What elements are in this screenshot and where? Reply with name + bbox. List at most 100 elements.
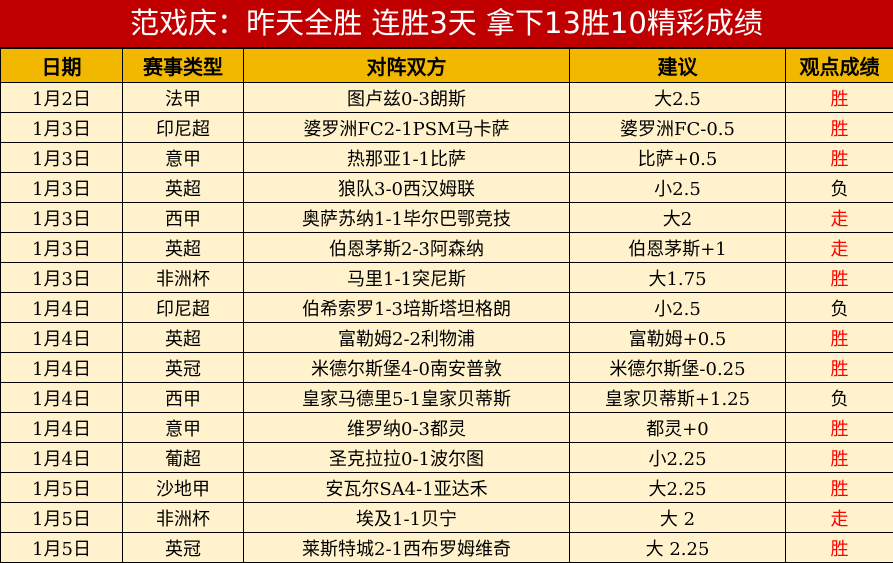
league-cell: 英超	[123, 323, 244, 353]
match-cell: 莱斯特城2-1西布罗姆维奇	[244, 533, 570, 563]
header-league: 赛事类型	[123, 49, 244, 83]
league-cell: 葡超	[123, 443, 244, 473]
result-cell: 胜	[786, 413, 893, 443]
tip-cell: 大1.75	[570, 263, 786, 293]
date-cell: 1月4日	[1, 323, 123, 353]
header-match: 对阵双方	[244, 49, 570, 83]
header-result: 观点成绩	[786, 49, 893, 83]
match-cell: 安瓦尔SA4-1亚达禾	[244, 473, 570, 503]
date-cell: 1月4日	[1, 413, 123, 443]
league-cell: 西甲	[123, 203, 244, 233]
match-cell: 伯恩茅斯2-3阿森纳	[244, 233, 570, 263]
header-date: 日期	[1, 49, 123, 83]
tip-cell: 米德尔斯堡-0.25	[570, 353, 786, 383]
result-cell: 胜	[786, 533, 893, 563]
tip-cell: 伯恩茅斯+1	[570, 233, 786, 263]
match-cell: 埃及1-1贝宁	[244, 503, 570, 533]
tip-cell: 皇家贝蒂斯+1.25	[570, 383, 786, 413]
league-cell: 意甲	[123, 143, 244, 173]
tip-cell: 都灵+0	[570, 413, 786, 443]
header-tip: 建议	[570, 49, 786, 83]
tip-cell: 小2.5	[570, 173, 786, 203]
date-cell: 1月3日	[1, 233, 123, 263]
league-cell: 非洲杯	[123, 503, 244, 533]
page-title: 范戏庆：昨天全胜 连胜3天 拿下13胜10精彩成绩	[0, 0, 893, 48]
league-cell: 英超	[123, 173, 244, 203]
league-cell: 英冠	[123, 533, 244, 563]
date-cell: 1月3日	[1, 263, 123, 293]
league-cell: 意甲	[123, 413, 244, 443]
match-cell: 婆罗洲FC2-1PSM马卡萨	[244, 113, 570, 143]
table-header: 日期 赛事类型 对阵双方 建议 观点成绩	[1, 49, 893, 83]
tip-cell: 小2.25	[570, 443, 786, 473]
result-cell: 负	[786, 173, 893, 203]
date-cell: 1月2日	[1, 83, 123, 113]
date-cell: 1月3日	[1, 143, 123, 173]
date-cell: 1月4日	[1, 383, 123, 413]
result-cell: 负	[786, 383, 893, 413]
tip-cell: 大2.25	[570, 473, 786, 503]
league-cell: 英超	[123, 233, 244, 263]
match-cell: 狼队3-0西汉姆联	[244, 173, 570, 203]
league-cell: 沙地甲	[123, 473, 244, 503]
match-cell: 圣克拉拉0-1波尔图	[244, 443, 570, 473]
result-cell: 胜	[786, 323, 893, 353]
date-cell: 1月5日	[1, 503, 123, 533]
tip-cell: 大 2.25	[570, 533, 786, 563]
result-cell: 胜	[786, 263, 893, 293]
tip-cell: 婆罗洲FC-0.5	[570, 113, 786, 143]
match-cell: 皇家马德里5-1皇家贝蒂斯	[244, 383, 570, 413]
date-cell: 1月5日	[1, 473, 123, 503]
match-cell: 米德尔斯堡4-0南安普敦	[244, 353, 570, 383]
league-cell: 西甲	[123, 383, 244, 413]
tip-cell: 小2.5	[570, 293, 786, 323]
date-cell: 1月3日	[1, 113, 123, 143]
tip-cell: 大2	[570, 203, 786, 233]
match-cell: 维罗纳0-3都灵	[244, 413, 570, 443]
match-cell: 奥萨苏纳1-1毕尔巴鄂竞技	[244, 203, 570, 233]
result-cell: 走	[786, 203, 893, 233]
league-cell: 英冠	[123, 353, 244, 383]
date-cell: 1月5日	[1, 533, 123, 563]
result-cell: 胜	[786, 83, 893, 113]
date-cell: 1月3日	[1, 173, 123, 203]
match-cell: 马里1-1突尼斯	[244, 263, 570, 293]
league-cell: 法甲	[123, 83, 244, 113]
date-cell: 1月4日	[1, 353, 123, 383]
tip-cell: 大 2	[570, 503, 786, 533]
result-cell: 胜	[786, 353, 893, 383]
tip-cell: 富勒姆+0.5	[570, 323, 786, 353]
result-cell: 负	[786, 293, 893, 323]
league-cell: 印尼超	[123, 113, 244, 143]
match-cell: 富勒姆2-2利物浦	[244, 323, 570, 353]
result-cell: 胜	[786, 143, 893, 173]
date-cell: 1月4日	[1, 443, 123, 473]
tip-cell: 大2.5	[570, 83, 786, 113]
result-cell: 胜	[786, 443, 893, 473]
league-cell: 非洲杯	[123, 263, 244, 293]
result-cell: 走	[786, 233, 893, 263]
match-cell: 图卢兹0-3朗斯	[244, 83, 570, 113]
league-cell: 印尼超	[123, 293, 244, 323]
tip-cell: 比萨+0.5	[570, 143, 786, 173]
result-cell: 胜	[786, 113, 893, 143]
date-cell: 1月4日	[1, 293, 123, 323]
date-cell: 1月3日	[1, 203, 123, 233]
